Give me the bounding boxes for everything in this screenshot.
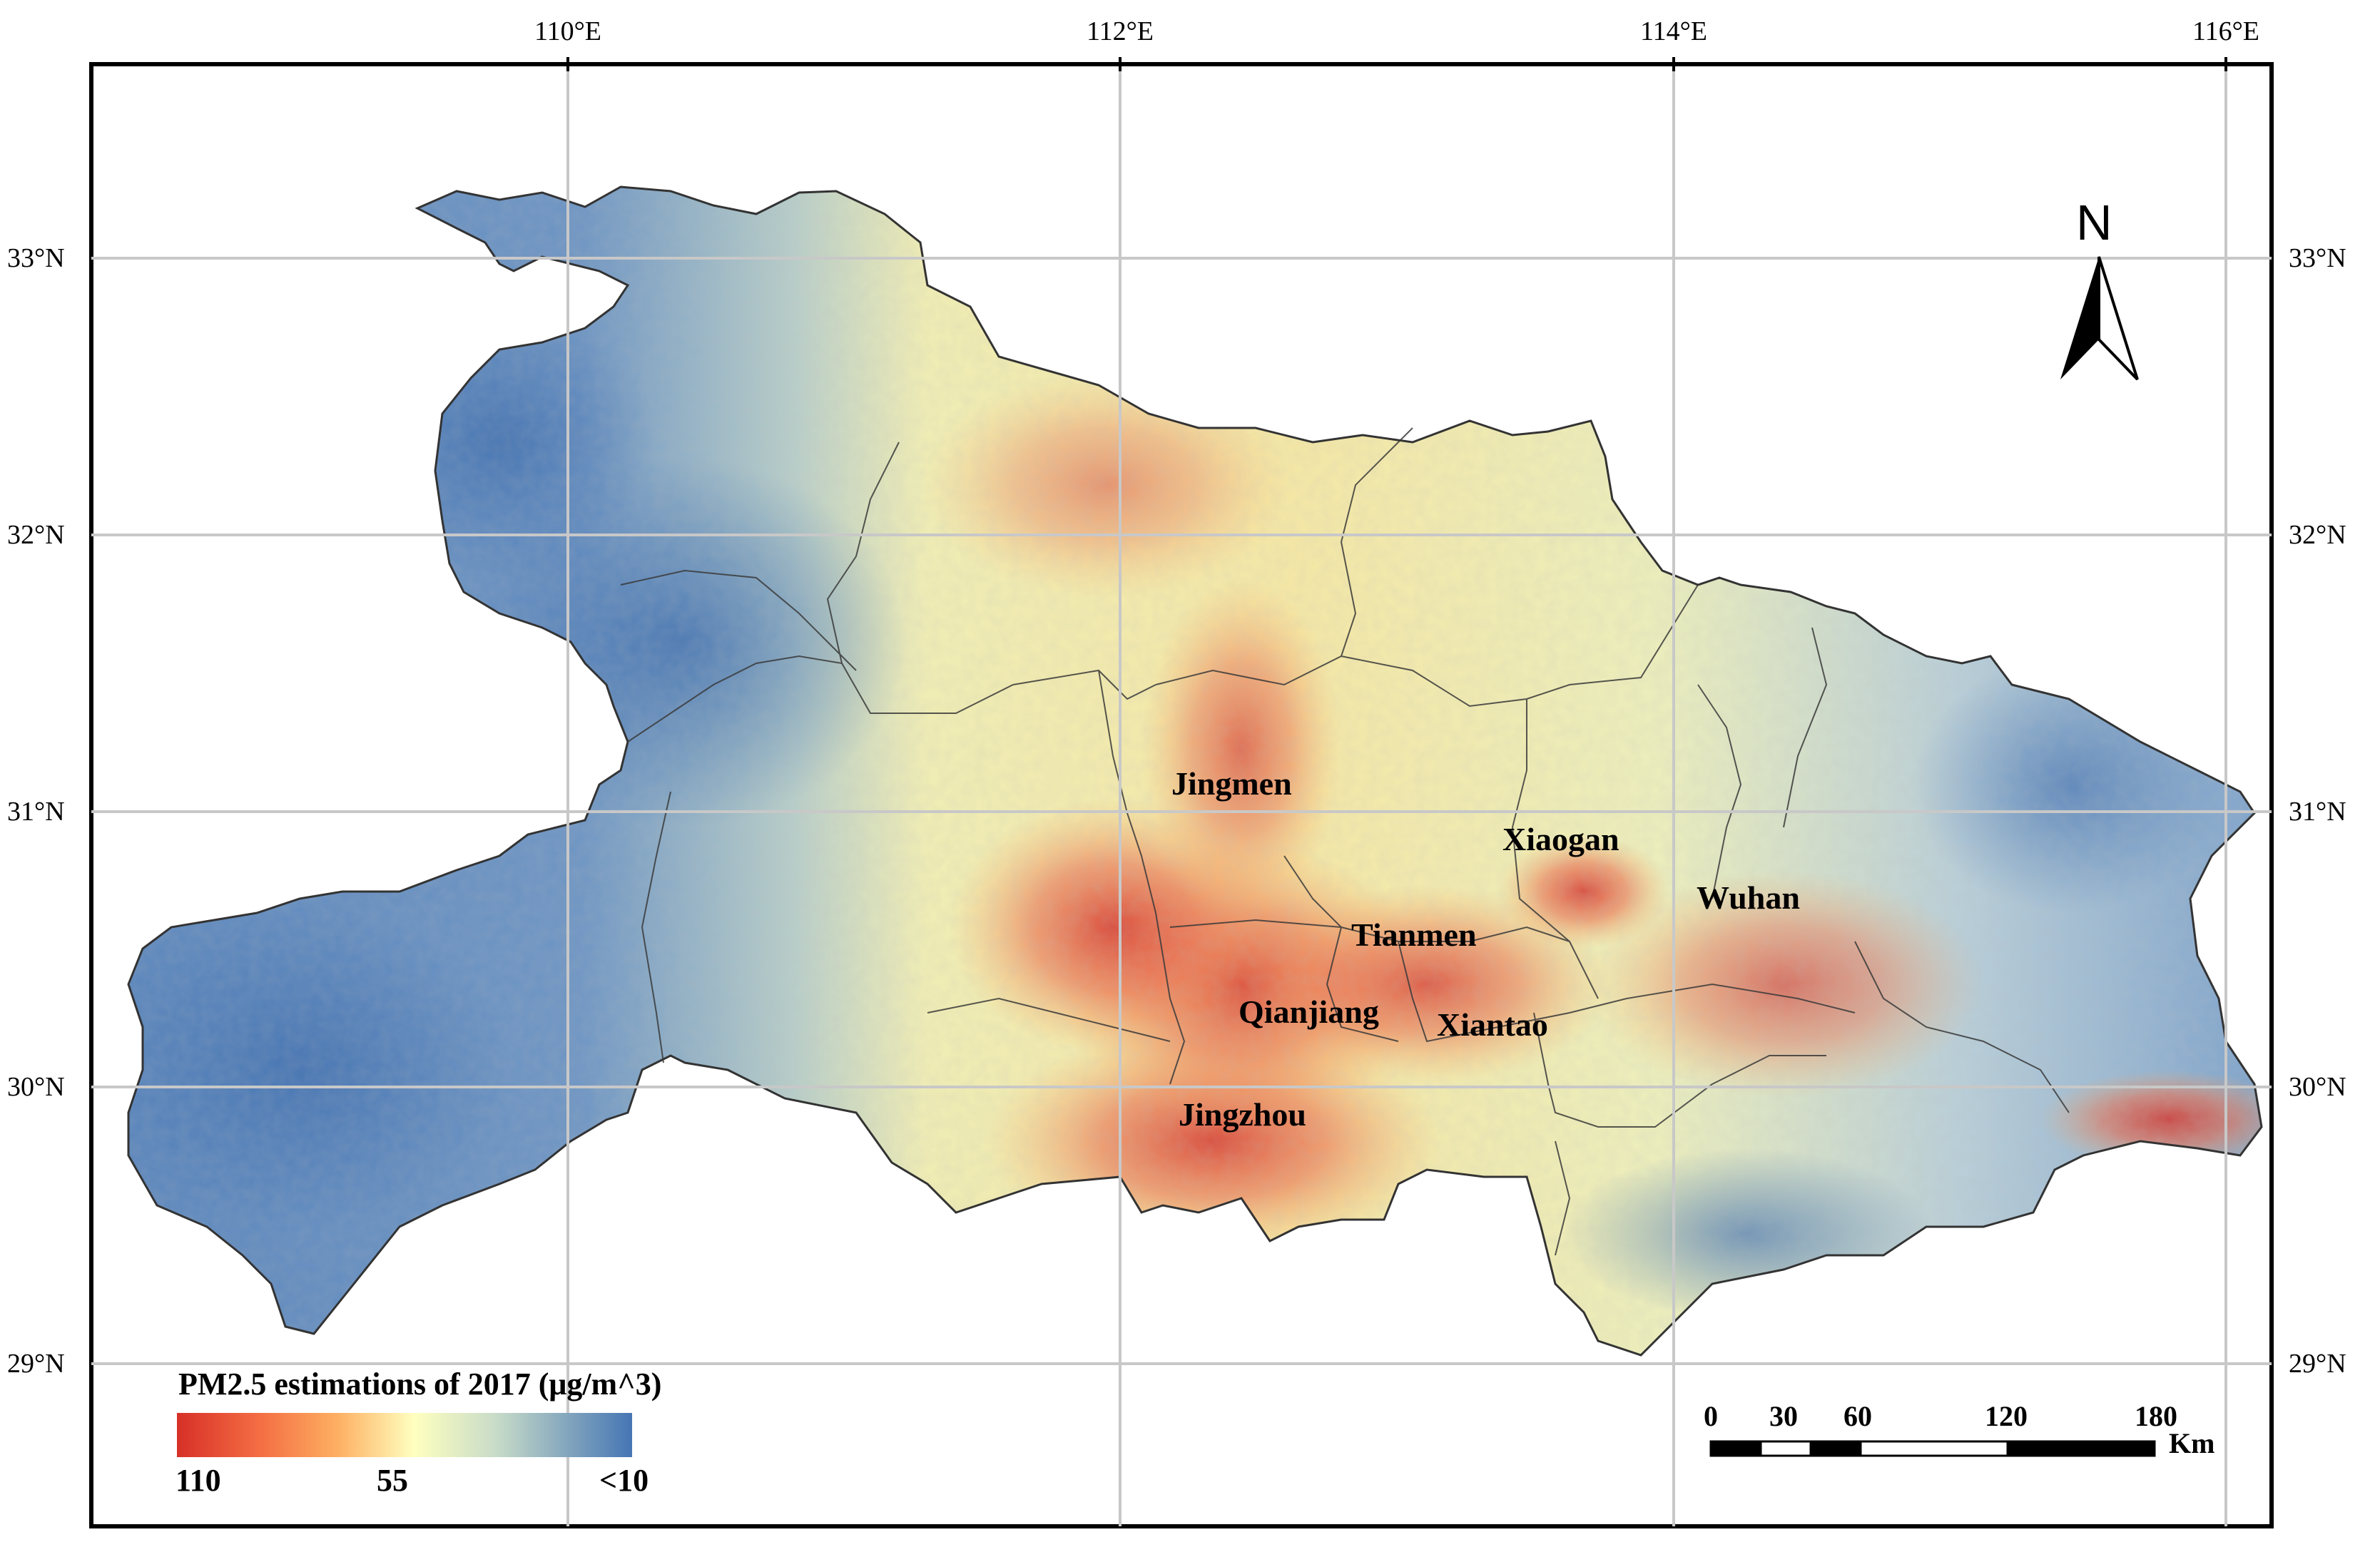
latitude-tick-30-left: 30°N <box>7 1072 65 1102</box>
latitude-tick-33-right: 33°N <box>2289 243 2346 273</box>
longitude-tick-114: 114°E <box>1640 16 1707 46</box>
latitude-tick-33-left: 33°N <box>7 243 65 273</box>
frame-ticks <box>566 57 2227 71</box>
scale-unit: Km <box>2169 1427 2215 1459</box>
city-label-jingmen: Jingmen <box>1171 765 1292 802</box>
longitude-tick-110: 110°E <box>534 16 601 46</box>
longitude-tick-112: 112°E <box>1087 16 1154 46</box>
latitude-tick-31-right: 31°N <box>2289 797 2346 827</box>
longitude-tick-116: 116°E <box>2192 16 2259 46</box>
latitude-tick-32-right: 32°N <box>2289 520 2346 550</box>
scale-label-180: 180 <box>2135 1400 2177 1432</box>
prefecture-boundaries <box>620 427 2070 1256</box>
latitude-tick-31-left: 31°N <box>7 797 65 827</box>
legend-color-bar <box>177 1413 632 1457</box>
scale-label-60: 60 <box>1844 1400 1872 1432</box>
scale-label-30: 30 <box>1769 1400 1798 1432</box>
legend-title-text: PM2.5 estimations of 2017 <box>178 1367 531 1402</box>
legend-unit: (μg/m^3) <box>538 1367 662 1402</box>
city-label-xiaogan: Xiaogan <box>1502 821 1619 857</box>
latitude-tick-29-right: 29°N <box>2289 1349 2346 1379</box>
scale-label-0: 0 <box>1704 1400 1718 1432</box>
scale-label-120: 120 <box>1985 1400 2028 1432</box>
north-arrow-icon <box>2060 256 2139 381</box>
scale-bar <box>1709 1440 2156 1457</box>
city-label-jingzhou: Jingzhou <box>1179 1096 1306 1133</box>
legend-mid-label: 55 <box>377 1463 408 1498</box>
city-label-qianjiang: Qianjiang <box>1239 994 1379 1030</box>
city-label-tianmen: Tianmen <box>1351 917 1477 953</box>
legend-min-label: <10 <box>599 1463 649 1498</box>
city-label-xiantao: Xiantao <box>1437 1006 1548 1043</box>
north-label: N <box>2076 195 2112 250</box>
latitude-tick-29-left: 29°N <box>7 1349 65 1379</box>
legend-title: PM2.5 estimations of 2017 (μg/m^3) <box>178 1366 661 1402</box>
legend-max-label: 110 <box>176 1463 221 1498</box>
graticule <box>91 64 2272 1526</box>
latitude-tick-30-right: 30°N <box>2289 1072 2346 1102</box>
latitude-tick-32-left: 32°N <box>7 520 65 550</box>
city-label-wuhan: Wuhan <box>1697 879 1800 916</box>
